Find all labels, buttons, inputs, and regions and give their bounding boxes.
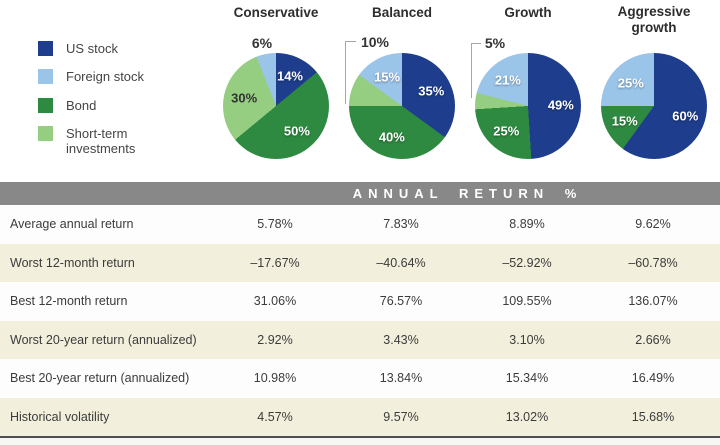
table-row-average-annual-return: Average annual return 5.78% 7.83% 8.89% … <box>0 205 720 244</box>
cell-value: 16.49% <box>631 371 675 386</box>
pie-slice-label: 25% <box>617 75 644 91</box>
callout-line-balanced <box>345 41 356 104</box>
row-label: Historical volatility <box>10 409 110 424</box>
pie-slice-label: 15% <box>374 69 401 85</box>
legend: US stock Foreign stock Bond Short-term i… <box>38 41 158 157</box>
legend-item-us-stock: US stock <box>38 41 158 56</box>
cell-value: 7.83% <box>383 217 419 232</box>
cell-value: –40.64% <box>376 255 426 270</box>
foreign-stock-swatch-icon <box>38 69 53 85</box>
cell-value: 2.92% <box>257 332 293 347</box>
cell-value: 13.84% <box>379 371 423 386</box>
pie-slice-label: 35% <box>418 83 445 99</box>
us-stock-swatch-icon <box>38 41 53 56</box>
pie-title-conservative: Conservative <box>233 5 319 20</box>
cell-value: 5.78% <box>257 217 293 232</box>
cell-value: 4.57% <box>257 409 293 424</box>
cell-value: 15.34% <box>505 371 549 386</box>
row-label: Best 20-year return (annualized) <box>10 371 190 386</box>
legend-label: US stock <box>66 41 119 56</box>
annual-return-table: Average annual return 5.78% 7.83% 8.89% … <box>0 205 720 436</box>
pie-slice-label: 49% <box>547 97 574 113</box>
cell-value: 3.43% <box>383 332 419 347</box>
cell-value: 9.62% <box>635 217 671 232</box>
cell-value: 109.55% <box>502 294 552 309</box>
row-label: Best 12-month return <box>10 294 128 309</box>
legend-label: Bond <box>66 97 97 113</box>
pie-callout-label-conservative: 6% <box>251 35 273 51</box>
cell-value: –60.78% <box>628 255 678 270</box>
row-label: Worst 12-month return <box>10 255 135 270</box>
legend-item-foreign-stock: Foreign stock <box>38 69 158 85</box>
cell-value: 136.07% <box>628 294 678 309</box>
row-label: Worst 20-year return (annualized) <box>10 332 197 347</box>
cell-value: 76.57% <box>379 294 423 309</box>
pie-slice-label: 30% <box>231 90 258 106</box>
pie-callout-label-growth: 5% <box>484 35 506 51</box>
pie-slice-label: 15% <box>611 113 638 129</box>
legend-label: Short-term investments <box>66 125 136 157</box>
row-label: Average annual return <box>10 217 134 232</box>
pie-chart-balanced: 35% 40% 15% <box>349 53 455 159</box>
table-bottom-rule <box>0 436 720 438</box>
table-row-worst-12-month-return: Worst 12-month return –17.67% –40.64% –5… <box>0 243 720 282</box>
table-row-historical-volatility: Historical volatility 4.57% 9.57% 13.02%… <box>0 397 720 436</box>
cell-value: 3.10% <box>509 332 545 347</box>
pie-chart-conservative: 14% 50% 30% <box>223 53 329 159</box>
pie-title-growth: Growth <box>504 5 552 20</box>
pie-slice-label: 40% <box>378 129 405 145</box>
pie-slice-label: 60% <box>672 108 699 124</box>
cell-value: 13.02% <box>505 409 549 424</box>
table-row-best-20-year-return: Best 20-year return (annualized) 10.98% … <box>0 359 720 398</box>
pie-slice-label: 50% <box>283 123 310 139</box>
pie-callout-label-balanced: 10% <box>360 34 390 50</box>
bond-swatch-icon <box>38 97 53 113</box>
cell-value: –52.92% <box>502 255 552 270</box>
pie-slice-label: 25% <box>493 123 520 139</box>
legend-label: Foreign stock <box>66 69 145 85</box>
cell-value: 10.98% <box>253 371 297 386</box>
cell-value: 31.06% <box>253 294 297 309</box>
cell-value: 8.89% <box>509 217 545 232</box>
cell-value: 2.66% <box>635 332 671 347</box>
table-header-annual-return: ANNUAL RETURN % <box>352 186 583 201</box>
pie-slice-label: 14% <box>276 68 303 84</box>
pie-title-aggressive-growth: Aggressive growth <box>617 4 691 36</box>
pie-title-balanced: Balanced <box>371 5 433 20</box>
cell-value: 9.57% <box>383 409 419 424</box>
callout-line-growth <box>471 43 481 98</box>
legend-item-short-term: Short-term investments <box>38 125 158 157</box>
pie-chart-growth: 49% 25% 21% <box>475 53 581 159</box>
table-row-best-12-month-return: Best 12-month return 31.06% 76.57% 109.5… <box>0 282 720 321</box>
pie-chart-aggressive-growth: 60% 15% 25% <box>601 53 707 159</box>
short-term-swatch-icon <box>38 125 53 141</box>
pie-charts-section: US stock Foreign stock Bond Short-term i… <box>0 0 720 182</box>
table-header-bar: ANNUAL RETURN % <box>0 182 720 205</box>
pie-slice-label: 21% <box>494 72 521 88</box>
cell-value: –17.67% <box>250 255 300 270</box>
table-row-worst-20-year-return: Worst 20-year return (annualized) 2.92% … <box>0 320 720 359</box>
legend-item-bond: Bond <box>38 97 158 113</box>
bottom-margin <box>0 438 720 445</box>
cell-value: 15.68% <box>631 409 675 424</box>
